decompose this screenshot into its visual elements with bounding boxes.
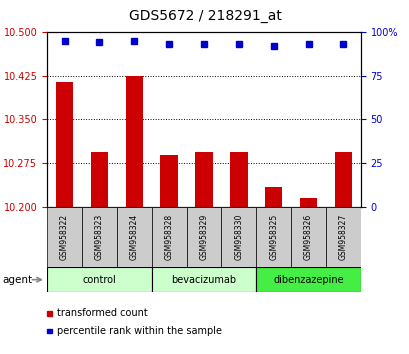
Bar: [299, 198, 317, 207]
Bar: [47, 329, 52, 333]
Bar: [82, 207, 117, 267]
Bar: [290, 207, 325, 267]
Bar: [151, 207, 186, 267]
Text: GSM958326: GSM958326: [303, 214, 312, 260]
Text: GSM958328: GSM958328: [164, 214, 173, 260]
Bar: [334, 152, 351, 207]
Text: GSM958325: GSM958325: [269, 214, 277, 260]
Text: GSM958322: GSM958322: [60, 214, 69, 260]
Text: GSM958330: GSM958330: [234, 214, 243, 261]
Bar: [229, 152, 247, 207]
Bar: [160, 155, 178, 207]
Bar: [47, 267, 151, 292]
Bar: [195, 152, 212, 207]
Bar: [256, 267, 360, 292]
Text: agent: agent: [2, 275, 32, 285]
Bar: [186, 207, 221, 267]
Bar: [90, 152, 108, 207]
Text: dibenzazepine: dibenzazepine: [272, 275, 343, 285]
Text: bevacizumab: bevacizumab: [171, 275, 236, 285]
Text: GSM958324: GSM958324: [130, 214, 138, 260]
Text: GSM958329: GSM958329: [199, 214, 208, 260]
Bar: [125, 76, 143, 207]
Bar: [221, 207, 256, 267]
Bar: [47, 311, 52, 316]
Bar: [151, 267, 256, 292]
Bar: [56, 81, 73, 207]
Text: GSM958323: GSM958323: [95, 214, 103, 260]
Bar: [264, 187, 282, 207]
Text: transformed count: transformed count: [57, 308, 148, 318]
Bar: [47, 207, 82, 267]
Bar: [325, 207, 360, 267]
Bar: [256, 207, 290, 267]
Text: control: control: [82, 275, 116, 285]
Text: percentile rank within the sample: percentile rank within the sample: [57, 326, 222, 336]
Text: GSM958327: GSM958327: [338, 214, 347, 260]
Text: GDS5672 / 218291_at: GDS5672 / 218291_at: [128, 9, 281, 23]
Bar: [117, 207, 151, 267]
